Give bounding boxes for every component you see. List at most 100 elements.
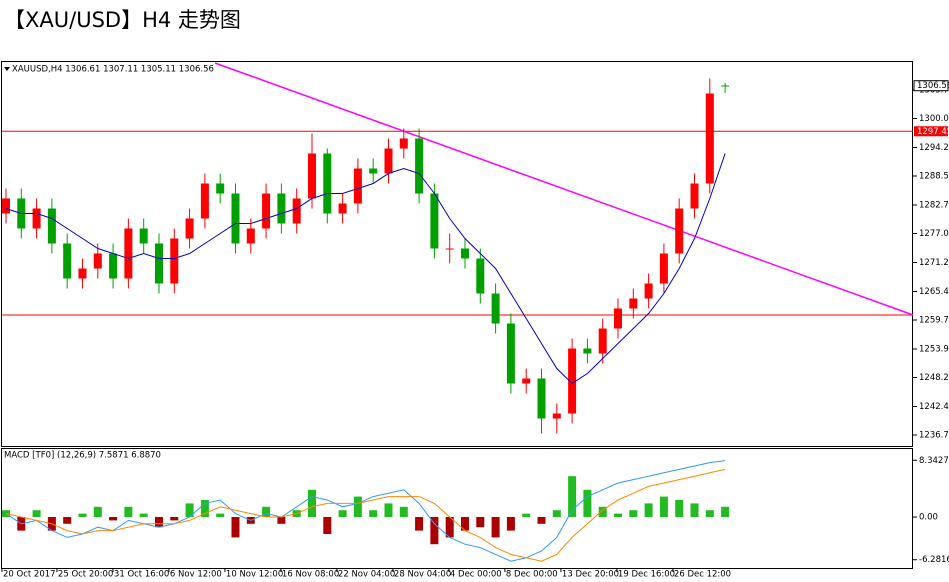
candle-body: [598, 328, 607, 354]
candle-body: [644, 283, 653, 299]
histogram-bar: [399, 506, 408, 517]
page-title: 【XAU/USD】H4 走势图: [4, 8, 241, 32]
histogram-bar: [277, 517, 286, 524]
x-tick-label: 10 Nov 12:00: [226, 570, 283, 579]
histogram-bar: [568, 476, 577, 517]
histogram-bar: [63, 517, 72, 524]
macd-line: [5, 460, 726, 562]
histogram-bar: [323, 517, 332, 534]
x-tick-label: 16 Nov 08:00: [282, 570, 339, 579]
macd-info: MACD [TF0] (12,26,9) 7.5871 6.8870: [4, 451, 161, 461]
histogram-bar: [522, 513, 531, 517]
histogram-bar: [262, 506, 271, 517]
x-tick-label: 25 Oct 20:00: [58, 570, 113, 579]
histogram-bar: [476, 517, 485, 528]
histogram-bar: [369, 510, 378, 517]
candle-body: [369, 168, 378, 174]
histogram-bar: [659, 496, 668, 517]
candle-body: [78, 268, 87, 279]
collapse-icon: [4, 67, 10, 71]
histogram-bar: [170, 517, 179, 521]
candle-body: [583, 348, 592, 354]
histogram-bar: [705, 510, 714, 517]
price-panel: [1, 61, 913, 447]
candle-body: [568, 348, 577, 414]
macd-line: [5, 468, 726, 562]
x-tick-label: 31 Oct 16:00: [114, 570, 169, 579]
y-tick-label: 1294.20: [919, 143, 949, 153]
histogram-bar: [307, 489, 316, 517]
candle-body: [721, 85, 730, 87]
candle-body: [659, 253, 668, 284]
candle-body: [292, 198, 301, 224]
candle-body: [1, 198, 10, 214]
histogram-bar: [460, 517, 469, 531]
candle-body: [231, 193, 240, 244]
histogram-bar: [338, 510, 347, 517]
histogram-bar: [353, 496, 362, 517]
histogram-bar: [93, 506, 102, 517]
candle-body: [323, 153, 332, 214]
histogram-bar: [583, 489, 592, 517]
candle-body: [139, 228, 148, 244]
y-tick-label: 1248.20: [919, 373, 949, 383]
candle-body: [262, 193, 271, 229]
y-tick-label: 1242.40: [919, 402, 949, 412]
histogram-bar: [154, 517, 163, 528]
x-tick-label: 8 Dec 00:00: [506, 570, 558, 579]
histogram-bar: [384, 503, 393, 517]
y-tick-label: 1253.90: [919, 345, 949, 355]
histogram-bar: [491, 517, 500, 538]
candle-body: [415, 138, 424, 194]
candle-body: [430, 193, 439, 249]
candle-body: [491, 293, 500, 324]
y-tick-label: 1277.00: [919, 229, 949, 239]
histogram-bar: [109, 517, 118, 521]
candle-body: [170, 238, 179, 284]
candle-body: [307, 153, 316, 199]
x-tick-label: 28 Nov 04:00: [394, 570, 451, 579]
histogram-bar: [139, 513, 148, 517]
candle-body: [185, 218, 194, 239]
y-tick-label: 1282.70: [919, 201, 949, 211]
candle-body: [32, 208, 41, 229]
histogram-bar: [552, 510, 561, 517]
y-tick-label: 1236.70: [919, 431, 949, 441]
histogram-bar: [415, 517, 424, 531]
candle-body: [705, 93, 714, 184]
macd-panel: [1, 448, 913, 569]
histogram-bar: [629, 510, 638, 517]
candle-body: [552, 413, 561, 419]
x-tick-label: 20 Oct 2017: [3, 570, 56, 579]
candle-body: [200, 183, 209, 219]
x-tick-label: 19 Dec 16:00: [618, 570, 675, 579]
histogram-bar: [1, 510, 10, 517]
histogram-bar: [200, 500, 209, 517]
trendline: [214, 62, 914, 316]
candle-body: [338, 203, 347, 214]
candle-body: [629, 298, 638, 309]
candle-body: [399, 138, 408, 149]
histogram-bar: [506, 517, 515, 531]
candle-body: [384, 148, 393, 174]
y-tick-label: 1271.20: [919, 258, 949, 268]
current-price-label: 1306.56: [917, 81, 949, 91]
candle-body: [445, 248, 454, 250]
histogram-bar: [690, 503, 699, 517]
candle-body: [690, 183, 699, 209]
candle-body: [93, 253, 102, 269]
histogram-bar: [231, 517, 240, 538]
y-tick-label: 1300.00: [919, 114, 949, 124]
candle-body: [216, 183, 225, 194]
histogram-bar: [644, 503, 653, 517]
candle-body: [614, 308, 623, 329]
candle-body: [109, 253, 118, 279]
histogram-bar: [32, 510, 41, 517]
candle-body: [124, 228, 133, 279]
candle-body: [476, 258, 485, 294]
line-price-box: [914, 126, 948, 137]
candle-body: [154, 243, 163, 284]
y-tick-label: 8.3427: [919, 456, 949, 466]
candle-body: [246, 228, 255, 244]
